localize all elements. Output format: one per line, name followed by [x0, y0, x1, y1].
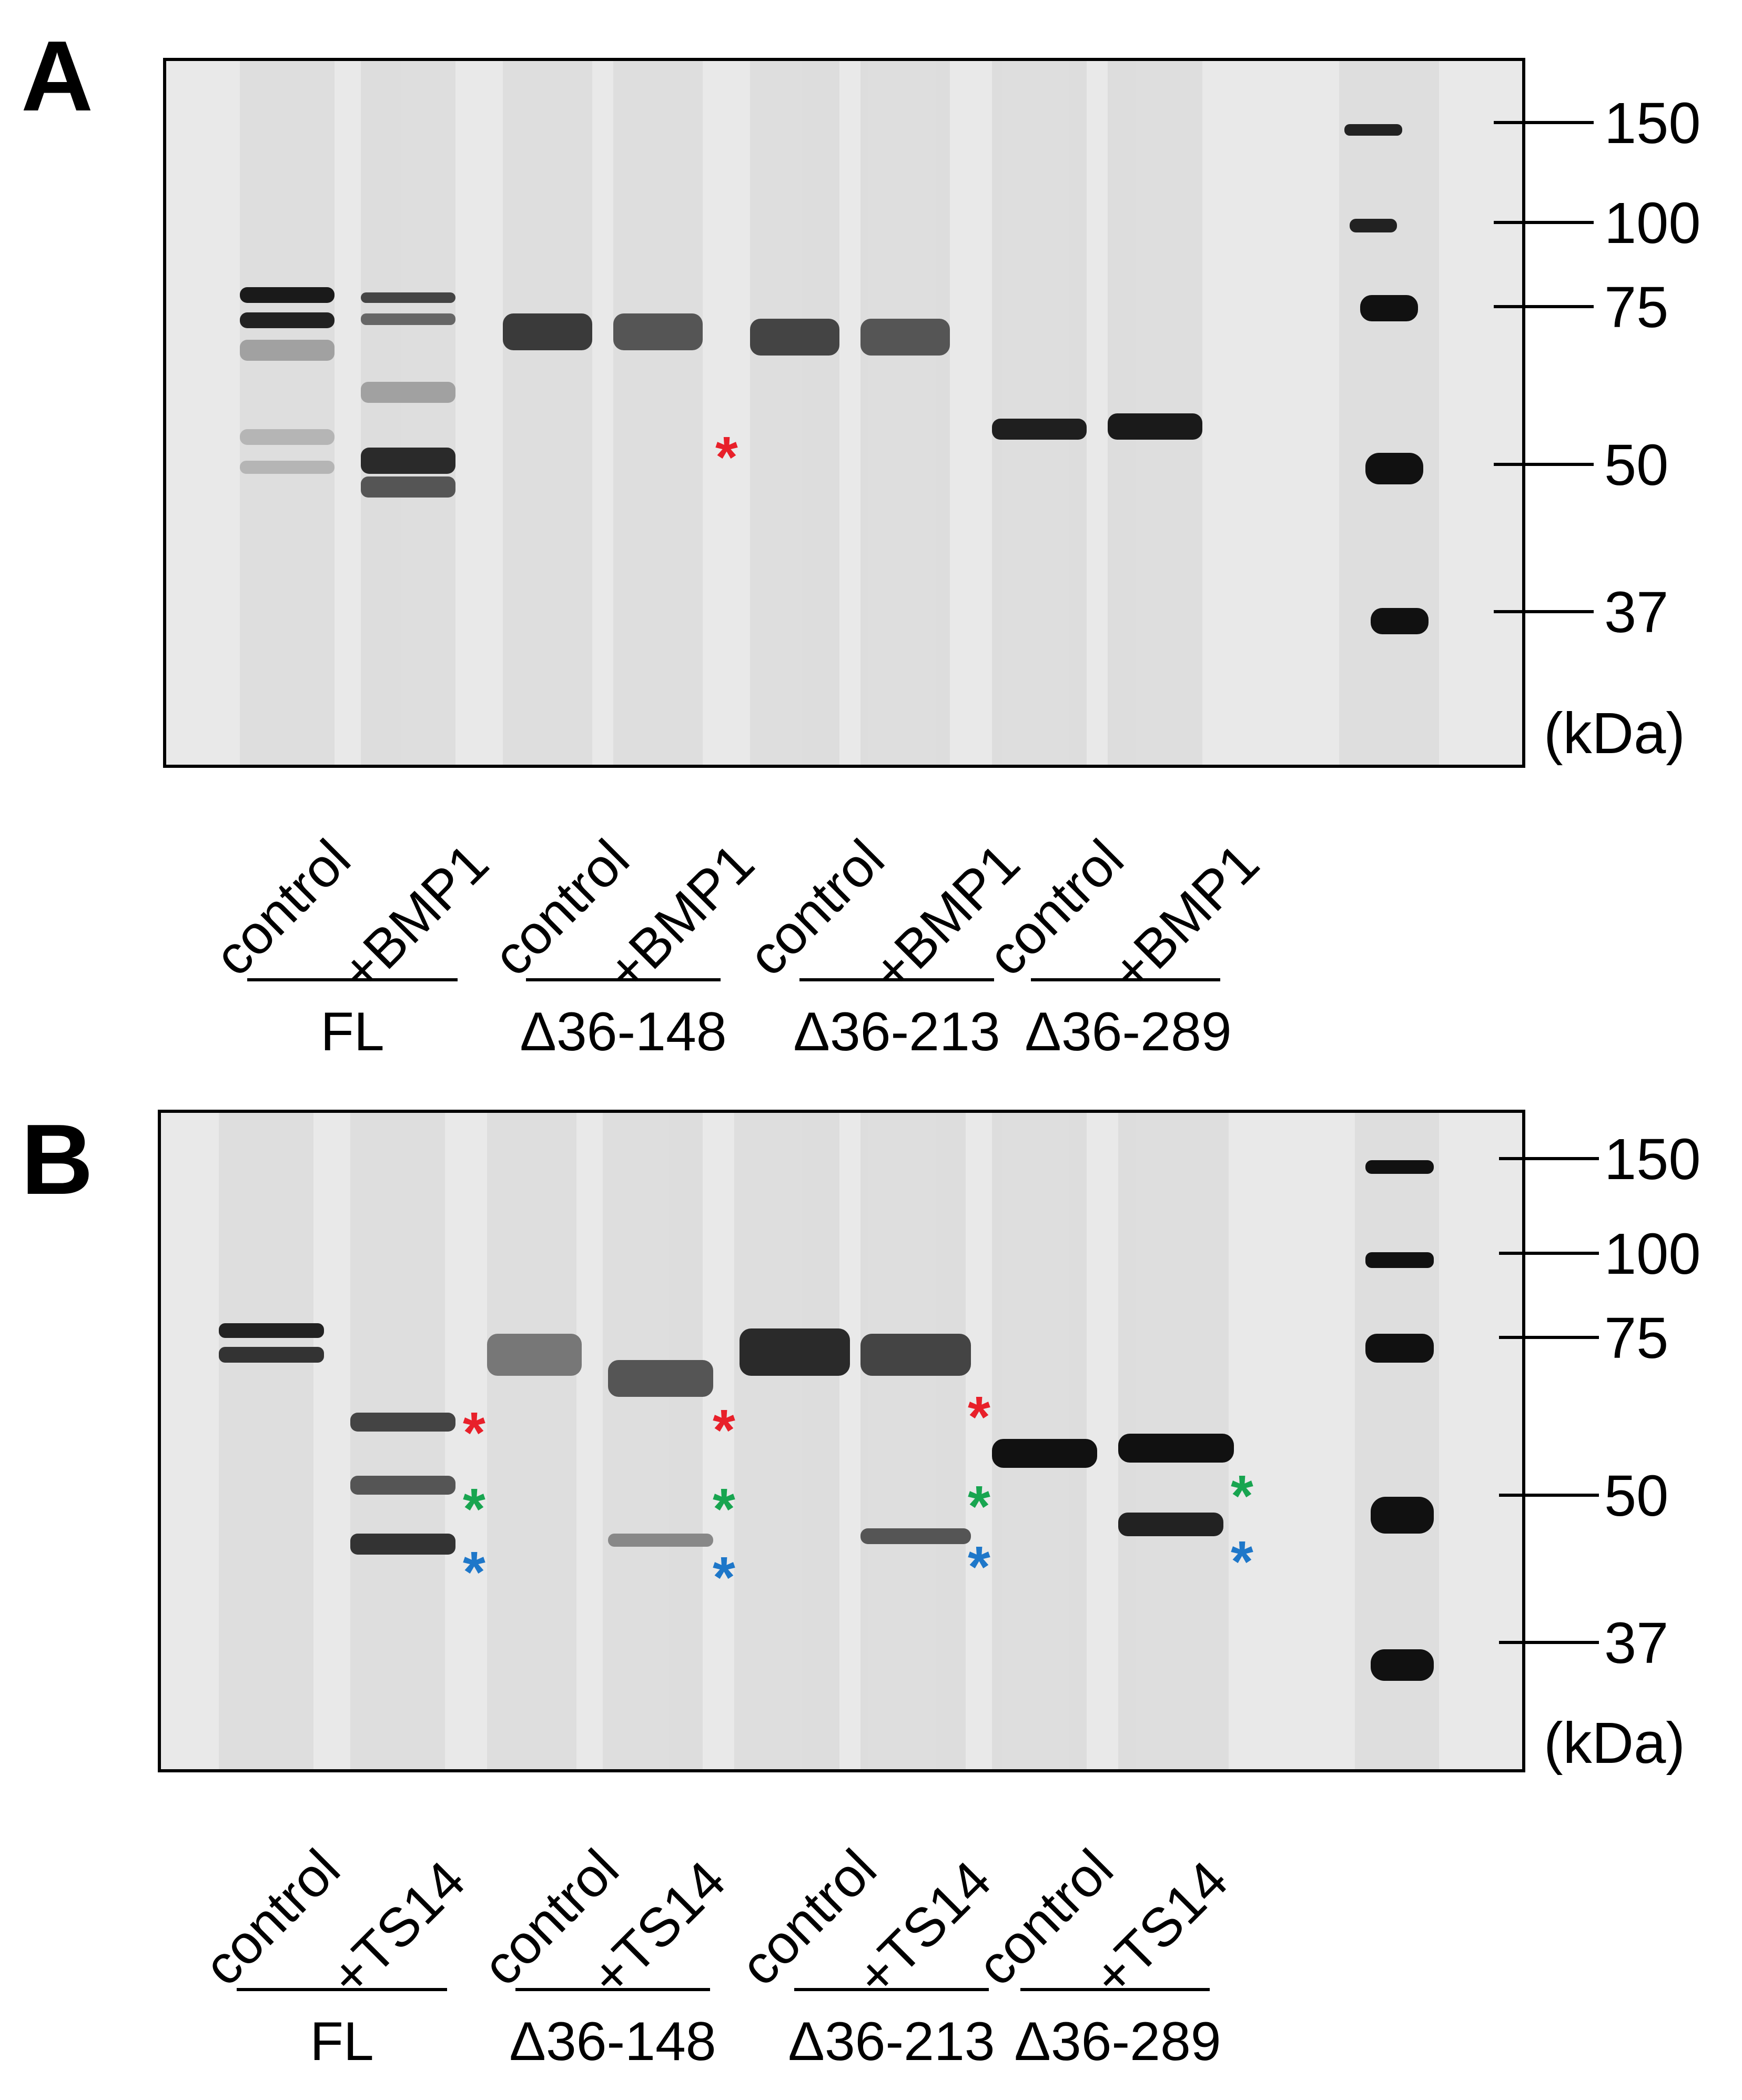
panel-b-asterisk-fl-green: * [463, 1477, 485, 1541]
panel-b-asterisk-fl-blue: * [463, 1540, 485, 1605]
panel-b-asterisk-d289-green: * [1231, 1464, 1253, 1528]
panel-b-group-d148: Δ36-148 [509, 2011, 716, 2072]
panel-b-asterisk-d213-red: * [968, 1385, 990, 1449]
panel-a-marker-150: 150 [1604, 91, 1701, 156]
panel-a-group-d148: Δ36-148 [520, 1001, 727, 1062]
panel-b-marker-tick-50 [1499, 1494, 1599, 1497]
panel-a-group-line-d148 [526, 978, 721, 981]
panel-a-marker-37: 37 [1604, 580, 1669, 645]
panel-a-marker-50: 50 [1604, 433, 1669, 498]
panel-a-letter: A [21, 21, 94, 132]
panel-b-asterisk-d148-red: * [713, 1398, 735, 1463]
panel-b-blot-image [158, 1110, 1525, 1772]
panel-b-group-line-d148 [515, 1988, 710, 1991]
panel-b-asterisk-d289-blue: * [1231, 1529, 1253, 1594]
panel-b-marker-50: 50 [1604, 1464, 1669, 1528]
panel-b-asterisk-d213-blue: * [968, 1535, 990, 1599]
panel-a-blot-image [163, 58, 1525, 768]
panel-a-group-fl: FL [320, 1001, 384, 1062]
panel-b-asterisk-d148-blue: * [713, 1545, 735, 1610]
panel-b-group-line-d213 [794, 1988, 989, 1991]
panel-a-marker-100: 100 [1604, 191, 1701, 256]
panel-a-marker-tick-100 [1494, 221, 1594, 224]
panel-b-marker-tick-100 [1499, 1252, 1599, 1255]
panel-a-unit-label: (kDa) [1544, 701, 1685, 766]
panel-b-marker-75: 75 [1604, 1306, 1669, 1371]
panel-a-lane-2: +BMP1 [329, 832, 500, 1003]
panel-b-group-line-fl [237, 1988, 447, 1991]
panel-a-group-line-fl [247, 978, 458, 981]
panel-b-letter: B [21, 1104, 94, 1215]
panel-a-marker-75: 75 [1604, 275, 1669, 340]
panel-b-marker-tick-75 [1499, 1336, 1599, 1339]
panel-b-group-fl: FL [310, 2011, 374, 2072]
panel-b-asterisk-d213-green: * [968, 1474, 990, 1539]
panel-a-marker-tick-50 [1494, 463, 1594, 466]
panel-a-asterisk-red: * [715, 425, 738, 490]
panel-a-group-line-d213 [799, 978, 994, 981]
panel-b-marker-37: 37 [1604, 1611, 1669, 1676]
panel-a-marker-tick-37 [1494, 610, 1594, 613]
panel-b-unit-label: (kDa) [1544, 1711, 1685, 1776]
panel-a-gel-svg [166, 61, 1522, 765]
panel-a-marker-tick-150 [1494, 121, 1594, 124]
panel-a-group-d289: Δ36-289 [1025, 1001, 1232, 1062]
panel-a-group-line-d289 [1031, 978, 1220, 981]
panel-b-marker-tick-150 [1499, 1157, 1599, 1160]
panel-b-group-line-d289 [1020, 1988, 1210, 1991]
panel-b-group-d289: Δ36-289 [1014, 2011, 1221, 2072]
panel-a-group-d213: Δ36-213 [793, 1001, 1000, 1062]
panel-b-gel-svg [161, 1113, 1522, 1769]
panel-a-marker-tick-75 [1494, 305, 1594, 308]
panel-b-asterisk-d148-green: * [713, 1477, 735, 1541]
panel-b-marker-150: 150 [1604, 1127, 1701, 1192]
panel-b-group-d213: Δ36-213 [788, 2011, 995, 2072]
panel-b-asterisk-fl-red: * [463, 1401, 485, 1465]
panel-a-lane-8: +BMP1 [1099, 832, 1271, 1003]
panel-b-marker-tick-37 [1499, 1641, 1599, 1644]
panel-b-marker-100: 100 [1604, 1222, 1701, 1286]
